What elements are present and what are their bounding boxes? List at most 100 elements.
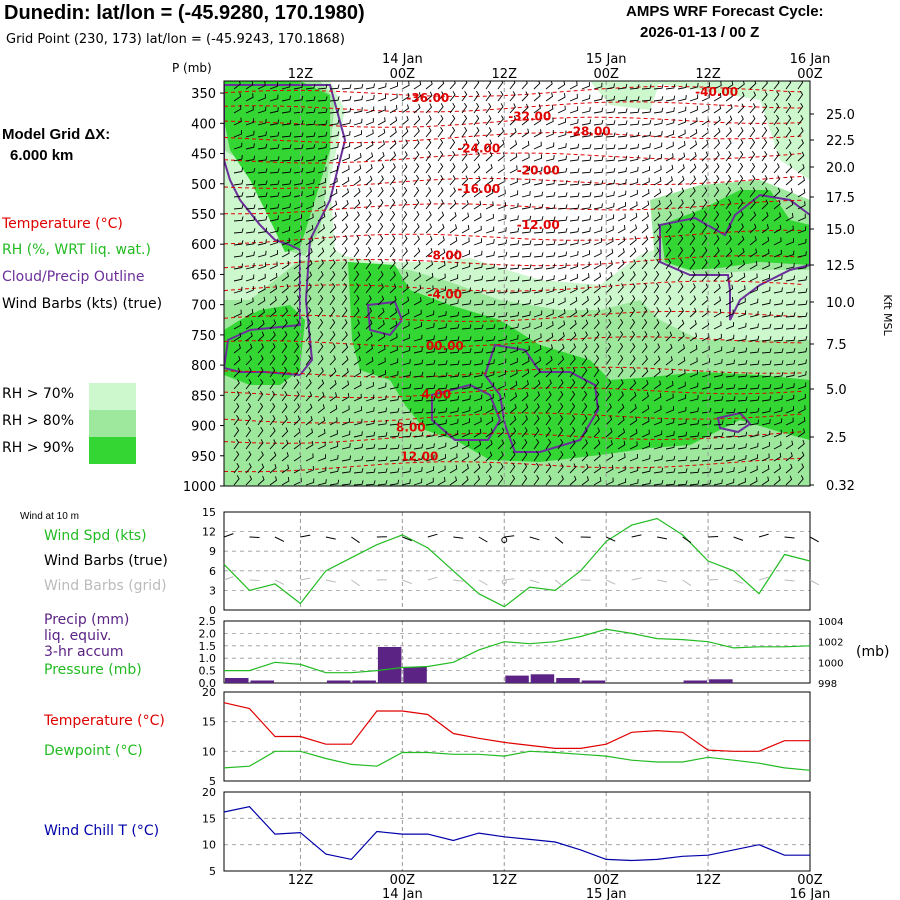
pressure-tick-label: 550: [191, 208, 216, 223]
wind-barb: [317, 131, 328, 138]
wind-barb: [701, 407, 712, 414]
wind-barb: [305, 283, 312, 294]
wind-barb: [689, 222, 696, 234]
wind-barb: [425, 477, 434, 486]
wind-barb: [785, 429, 794, 438]
wind-barb: [725, 455, 736, 462]
wind-barb: [725, 115, 733, 126]
wind-barb: [701, 370, 711, 378]
wind-barb: [401, 444, 412, 450]
wind-barb: [797, 238, 807, 246]
wind-barb: [389, 395, 400, 402]
wind-barb: [281, 249, 290, 258]
wind-barb: [245, 379, 252, 390]
wind-barb: [377, 407, 388, 414]
wind-barb: [785, 394, 795, 402]
wind-barb: [701, 105, 710, 114]
wind-barb: [533, 91, 541, 102]
wind-barb: [653, 107, 664, 114]
wind-barb: [533, 240, 544, 246]
temperature-label: Temperature (°C): [44, 713, 165, 729]
wind-barb: [617, 318, 624, 330]
wind-barb: [689, 271, 696, 282]
wind-barb: [497, 251, 508, 258]
wind-barb: [473, 225, 482, 234]
wind-barb: [365, 468, 376, 474]
wind-barb: [425, 272, 434, 282]
wind-barb: [377, 480, 388, 486]
wind-barb: [629, 379, 637, 390]
wind-barb: [269, 354, 276, 366]
wind-barb: [641, 306, 648, 318]
wind-barb: [257, 426, 264, 438]
wind-barb: [749, 260, 758, 270]
wind-barb: [773, 406, 783, 414]
wind-barb: [521, 462, 528, 474]
wind-barb: [581, 250, 591, 258]
wind-barb: [725, 478, 735, 486]
wind-barb: [605, 167, 616, 174]
wind-barb: [269, 192, 280, 198]
wind-barb: [665, 199, 673, 210]
wind-barb: [473, 324, 484, 330]
wind-barb: [641, 355, 648, 366]
wind-barb: [461, 163, 468, 174]
wind-barb: [761, 419, 771, 426]
panel-y-tick: 15: [202, 506, 216, 519]
wind-barb: [317, 235, 325, 246]
wind-barb: [797, 370, 807, 378]
wind-barb: [509, 392, 518, 402]
wind-barb: [269, 119, 280, 126]
wind-barb: [389, 222, 396, 234]
precip-label-1: Precip (mm): [44, 612, 130, 628]
wind-barb: [437, 454, 446, 462]
wind-barb: [293, 271, 301, 282]
wind-barb: [617, 167, 628, 174]
wind-barb: [317, 84, 328, 90]
wind-barb: [485, 176, 494, 186]
wind-barb: [713, 432, 724, 438]
wind-barb: [713, 222, 720, 234]
wind-barb: [557, 286, 566, 294]
wind-barb: [797, 324, 808, 330]
wind-barb-true: [223, 533, 234, 538]
wind-barb: [329, 270, 336, 282]
wind-barb: [233, 179, 244, 186]
wind-barb: [509, 474, 516, 486]
wind-barb: [773, 175, 781, 186]
wind-barb: [737, 138, 744, 150]
wind-barb: [329, 392, 338, 402]
pressure-tick-label: 400: [191, 117, 216, 132]
wind-barb: [665, 130, 675, 138]
wind-barb: [521, 153, 530, 162]
wind-barb: [305, 108, 316, 114]
wind-barb: [761, 162, 768, 174]
wind-barb: [689, 234, 696, 246]
wind-barb: [557, 155, 568, 162]
wind-barb: [281, 354, 288, 366]
wind-barb: [473, 102, 480, 114]
wind-barb: [629, 466, 639, 474]
wind-barb: [317, 201, 326, 210]
wind-barb: [449, 175, 456, 186]
wind-barb: [353, 343, 361, 354]
wind-barb: [353, 381, 362, 390]
wind-barb: [569, 308, 578, 318]
isotherm-label: 12.00: [400, 450, 438, 464]
wind-barb: [617, 225, 626, 234]
wind-barb: [413, 139, 420, 150]
wind-barb: [281, 156, 292, 162]
wind-barb: [701, 479, 712, 486]
wind-barb: [365, 106, 375, 114]
wind-barb: [317, 212, 326, 222]
wind-barb: [245, 451, 252, 462]
wind-barb: [461, 262, 471, 270]
wind-barb: [257, 180, 268, 186]
wind-barb: [557, 251, 568, 258]
wind-barb: [665, 443, 676, 450]
wind-barb: [665, 381, 674, 390]
wind-barb: [689, 432, 700, 438]
wind-barb: [545, 298, 555, 306]
wind-barb: [773, 429, 782, 438]
wind-barb: [293, 403, 300, 414]
